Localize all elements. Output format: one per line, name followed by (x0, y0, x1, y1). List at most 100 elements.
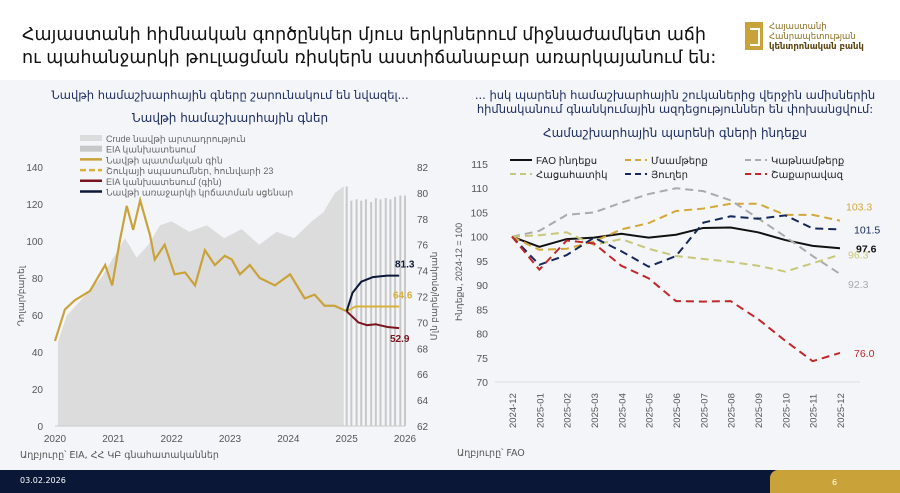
series-line (511, 226, 841, 250)
series-line (511, 236, 841, 363)
data-label: 76.0 (854, 348, 875, 360)
series-line (511, 231, 841, 273)
y2-tick-label: 76 (417, 241, 429, 252)
x-tick-label: 2025-11 (809, 394, 820, 428)
footer-date: 03.02.2026 (20, 476, 66, 485)
forecast-bar (350, 200, 353, 426)
y-tick-label: 20 (32, 385, 44, 396)
right-source: Աղբյուրը՝ FAO (457, 448, 525, 459)
x-tick-label: 2020 (44, 434, 67, 445)
slide-title: Հայաստանի հիմնական գործընկեր մյուս երկրն… (22, 25, 717, 68)
forecast-bar (360, 200, 363, 426)
x-tick-label: 2024-12 (508, 393, 519, 428)
legend-label: Շաքարավազ (771, 170, 844, 181)
oil-price-chart: 0 20 40 60 80 100 120 140 62 64 66 68 70 72 74 76 78 80 82… (16, 134, 439, 445)
y-tick-label: 120 (26, 200, 43, 211)
forecast-bar (379, 199, 382, 426)
data-label: 96.3 (848, 250, 869, 262)
x-tick-label: 2025-08 (727, 393, 738, 428)
food-price-chart: 70 75 80 85 90 95 100 105 110 115 2024-12 2025-01 20… (454, 156, 880, 428)
production-area (57, 186, 344, 426)
logo-mark-icon (745, 22, 763, 50)
x-tick-label: 2021 (102, 434, 125, 445)
supply-cut-line (345, 274, 400, 312)
legend-label: Նավթի պատմական գին (106, 155, 223, 165)
y2-tick-label: 64 (417, 396, 429, 407)
y-tick-label: 100 (26, 237, 43, 248)
x-tick-label: 2025 (336, 434, 359, 445)
data-label: 101.5 (854, 224, 880, 236)
forecast-bar (394, 196, 397, 426)
x-tick-label: 2025-01 (535, 393, 546, 428)
legend-label: Crude նավթի արտադրություն (106, 134, 246, 144)
y-tick-label: 110 (471, 183, 488, 195)
y2-tick-label: 62 (417, 422, 429, 433)
forecast-bar (404, 195, 406, 426)
x-tick-label: 2025-02 (563, 393, 574, 428)
y-tick-label: 90 (476, 280, 488, 292)
forecast-bar (374, 198, 377, 426)
series-line (511, 187, 841, 275)
y-tick-label: 80 (476, 329, 488, 341)
y-tick-label: 85 (476, 304, 488, 316)
market-expectation-line (346, 305, 400, 313)
y-axis-label: Ինդեքս, 2024-12 = 100 (454, 223, 464, 321)
legend-label: Մսամթերք (651, 156, 708, 167)
x-tick-label: 2023 (219, 434, 242, 445)
x-tick-label: 2025-04 (617, 393, 628, 428)
y-tick-label: 70 (476, 377, 488, 389)
y2-tick-label: 66 (417, 370, 429, 381)
x-tick-label: 2025-03 (590, 393, 601, 428)
y-tick-label: 95 (476, 256, 488, 268)
y-tick-label: 40 (32, 348, 44, 359)
y2-tick-label: 74 (417, 267, 429, 278)
page-number: 6 (770, 470, 900, 493)
data-label: 103.3 (846, 202, 872, 214)
data-label: 81.3 (395, 260, 415, 271)
y-tick-label: 60 (32, 311, 44, 322)
x-tick-label: 2025-12 (836, 393, 847, 428)
left-source: Աղբյուրը՝ EIA, ՀՀ ԿԲ գնահատականներ (20, 450, 219, 461)
forecast-bar (370, 201, 373, 426)
forecast-bar (389, 199, 392, 426)
x-tick-label: 2025-07 (699, 393, 710, 428)
data-label: 52.9 (390, 334, 410, 345)
data-label: 64.6 (393, 290, 413, 301)
y2-tick-label: 80 (417, 189, 429, 200)
left-chart-title: Նավթի համաշխարհային գներ (131, 111, 329, 125)
right-chart-title: Համաշխարհային պարենի գների ինդեքս (543, 126, 807, 140)
price-line (53, 195, 348, 342)
y-tick-label: 105 (470, 207, 488, 219)
y2-tick-label: 70 (417, 318, 429, 329)
y2-tick-label: 82 (417, 163, 429, 174)
legend-label: EIA կանխատեսում (գին) (106, 177, 222, 187)
x-tick-label: 2022 (161, 434, 184, 445)
x-tick-label: 2026 (394, 434, 417, 445)
cba-logo: Հայաստանի Հանրապետության կենտրոնական բանկ (745, 22, 864, 52)
series-line (511, 202, 841, 251)
logo-line: կենտրոնական բանկ (769, 42, 864, 52)
y-tick-label: 75 (476, 353, 488, 365)
left-subtitle: Նավթի համաշխարհային գները շարունակում են… (51, 88, 409, 102)
forecast-bar (384, 198, 387, 426)
x-tick-label: 2024 (277, 434, 300, 445)
y2-tick-label: 78 (417, 215, 429, 226)
legend-label: EIA կանխատեսում (106, 145, 196, 155)
forecast-bar (345, 186, 348, 426)
header: Հայաստանի հիմնական գործընկեր մյուս երկրն… (0, 0, 900, 80)
y-tick-label: 140 (26, 163, 43, 174)
forecast-bar (399, 195, 402, 426)
x-tick-label: 2025-06 (672, 393, 683, 428)
y2-tick-label: 68 (417, 344, 429, 355)
x-tick-label: 2025-09 (754, 393, 765, 428)
y2-axis-label: Մլն բարել/օրական (429, 252, 439, 341)
legend-label: Շուկայի սպասումներ, հունվարի 23 (106, 166, 273, 176)
y-tick-label: 115 (471, 159, 488, 171)
x-tick-label: 2025-10 (781, 393, 792, 428)
legend-label: Նավթի առաջարկի կրճատման սցենար (106, 188, 293, 198)
eia-forecast-line (345, 310, 400, 330)
legend-label: Յուղեր (651, 170, 688, 181)
x-tick-label: 2025-05 (645, 393, 656, 428)
logo-line: Հանրապետության (769, 32, 856, 42)
logo-line: Հայաստանի (769, 22, 827, 32)
